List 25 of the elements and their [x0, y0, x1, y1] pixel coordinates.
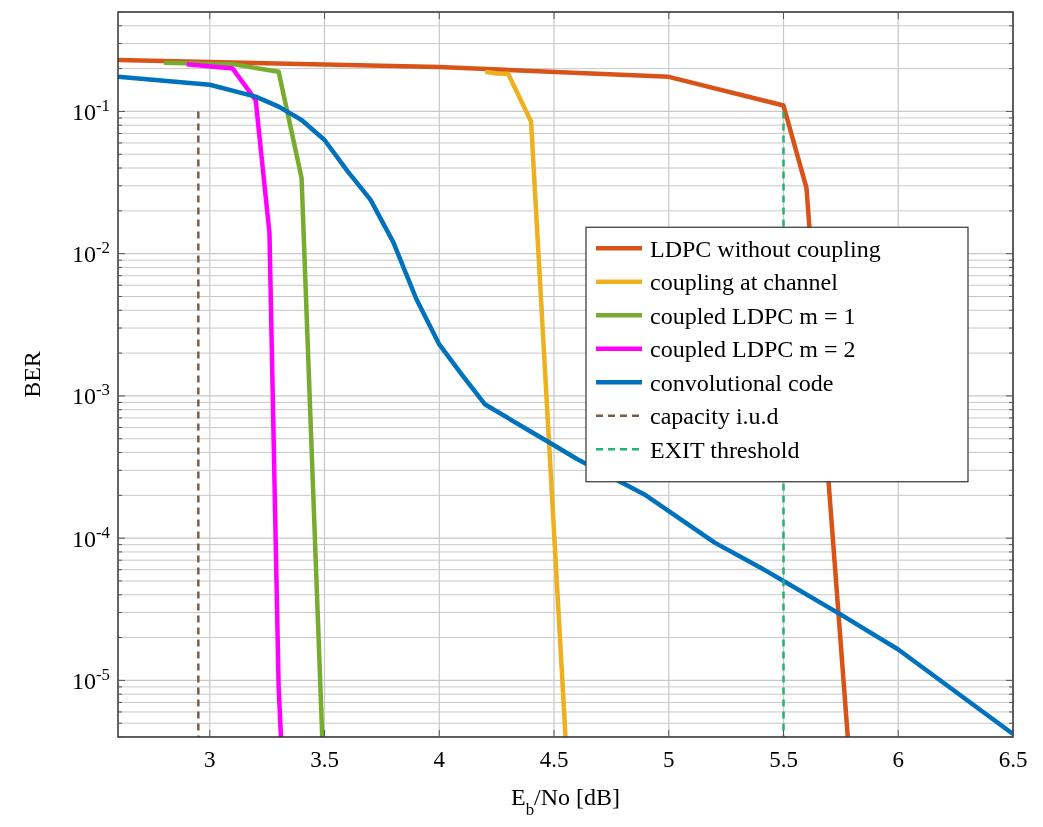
x-tick-label: 6 — [892, 747, 905, 772]
y-tick-label: 10$^{-4}$ — [72, 522, 111, 552]
line-series — [184, 61, 284, 737]
x-tick-label: 6.5 — [998, 747, 1028, 772]
y-tick-label: 10$^{-1}$ — [72, 95, 110, 125]
line-series — [161, 60, 325, 737]
x-axis-title: E$_{b}$/No [dB] — [510, 784, 621, 819]
x-tick-label: 3 — [204, 747, 216, 772]
x-tick-label: 4 — [433, 747, 446, 772]
y-tick-label: 10$^{-3}$ — [72, 379, 110, 410]
legend-label: convolutional code — [650, 369, 834, 396]
legend-label: capacity i.u.d — [650, 403, 779, 430]
x-tick-label: 3.5 — [310, 747, 339, 772]
legend-label: LDPC without coupling — [650, 235, 881, 262]
legend-label: coupled LDPC m = 1 — [650, 302, 856, 329]
legend-label: EXIT threshold — [650, 436, 800, 463]
x-tick-label: 5.5 — [769, 747, 798, 772]
y-tick-label: 10$^{-2}$ — [72, 237, 110, 268]
x-tick-label: 5 — [663, 747, 675, 772]
legend-label: coupling at channel — [650, 269, 839, 296]
legend-label: coupled LDPC m = 2 — [650, 336, 856, 363]
y-tick-label: 10$^{-5}$ — [72, 664, 110, 694]
y-axis-title: BER — [19, 351, 45, 398]
line-series — [482, 69, 568, 737]
x-tick-label: 4.5 — [539, 747, 569, 772]
